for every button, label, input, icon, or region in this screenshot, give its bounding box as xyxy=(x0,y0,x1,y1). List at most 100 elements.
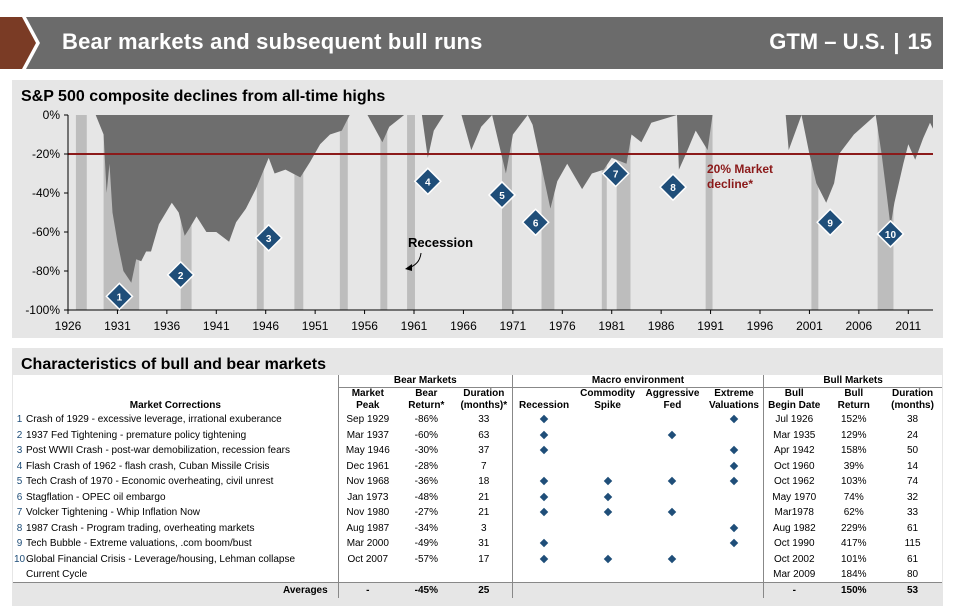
commodity-cell xyxy=(575,428,640,444)
fed-cell xyxy=(640,428,705,444)
recession-bar xyxy=(380,115,388,310)
fed-cell xyxy=(640,474,705,490)
header-separator: | xyxy=(893,29,900,54)
valuations-cell xyxy=(705,567,764,583)
header-bull-duration-line1: Duration xyxy=(892,388,934,399)
correction-label: 1937 Fed Tightening - premature policy t… xyxy=(26,429,247,441)
valuations-cell xyxy=(705,443,764,459)
header-bull-duration: Duration (months) xyxy=(883,388,942,413)
valuations-cell xyxy=(705,521,764,537)
x-tick-label: 1961 xyxy=(401,319,428,333)
x-tick-label: 2011 xyxy=(895,319,921,333)
header-arrow-icon xyxy=(0,17,40,69)
group-macro: Macro environment xyxy=(511,375,764,388)
bull-return-cell: 62% xyxy=(843,507,864,519)
group-bull: Bull Markets xyxy=(763,375,942,388)
event-marker-label: 9 xyxy=(827,218,833,229)
bull-begin-cell: Aug 1982 xyxy=(763,520,825,536)
diamond-icon xyxy=(601,159,630,188)
correction-name: 1 Crash of 1929 - excessive leverage, irr… xyxy=(13,412,338,428)
diamond-icon xyxy=(668,508,677,517)
market-peak-cell: Jan 1973 xyxy=(337,489,397,505)
avg-empty-cell xyxy=(704,582,764,598)
diamond-icon xyxy=(729,415,739,424)
bull-return-cell: 101% xyxy=(840,553,867,565)
market-peak-cell: Sep 1929 xyxy=(337,412,397,428)
correction-name: 3 Post WWII Crash - post-war demobilizati… xyxy=(13,443,338,459)
avg-empty-cell xyxy=(511,582,576,598)
bear-return-cell: -57% xyxy=(414,553,438,565)
avg-empty-cell xyxy=(575,582,641,598)
header-page-info: GTM – U.S. | 15 xyxy=(769,29,932,55)
correction-number: 10 xyxy=(13,553,26,565)
header-bull-duration-line2: (months) xyxy=(891,400,934,411)
x-tick-label: 1986 xyxy=(648,319,675,333)
valuations-cell xyxy=(705,428,764,444)
x-tick-label: 1926 xyxy=(55,319,82,333)
bull-return-cell: 229% xyxy=(840,522,867,534)
correction-name: 2 1937 Fed Tightening - premature policy … xyxy=(13,428,338,444)
x-tick-label: 1946 xyxy=(252,319,279,333)
header-bear-return-line2: Return* xyxy=(408,400,445,411)
bear-return-cell: -30% xyxy=(414,445,438,457)
diamond-icon xyxy=(668,477,677,486)
header-duration: Duration (months)* xyxy=(456,388,513,413)
bull-duration-cell: 24 xyxy=(907,429,919,441)
diamond-icon xyxy=(603,508,612,517)
bear-return-cell: -60% xyxy=(414,429,438,441)
bull-begin-cell: Apr 1942 xyxy=(763,443,825,459)
bear-return-cell: -36% xyxy=(414,476,438,488)
bear-return-cell: -49% xyxy=(414,538,438,550)
correction-number: 2 xyxy=(16,429,23,441)
recession-bar xyxy=(811,115,819,310)
bull-begin-cell: Mar 2009 xyxy=(763,567,825,583)
correction-name: 9 Tech Bubble - Extreme valuations, .com … xyxy=(13,536,338,552)
bull-duration-cell: 80 xyxy=(907,569,919,580)
table-row: 4 Flash Crash of 1962 - flash crash, Cuba… xyxy=(13,458,942,475)
x-tick-label: 1996 xyxy=(747,319,774,333)
event-marker-label: 5 xyxy=(499,191,505,202)
market-peak-cell: Oct 2007 xyxy=(337,551,397,567)
correction-label: Crash of 1929 - excessive leverage, irra… xyxy=(26,414,282,426)
correction-label: Volcker Tightening - Whip Inflation Now xyxy=(26,507,200,519)
correction-name: 5 Tech Crash of 1970 - Economic overheati… xyxy=(13,474,338,490)
recession-cell xyxy=(511,412,576,428)
header-duration-line1: Duration xyxy=(463,388,505,399)
x-tick-label: 2001 xyxy=(796,319,823,333)
table-row: 1 Crash of 1929 - excessive leverage, irr… xyxy=(13,412,942,428)
correction-number: 3 xyxy=(16,445,23,457)
diamond-icon xyxy=(816,208,845,237)
recession-cell xyxy=(511,489,576,505)
event-marker-label: 2 xyxy=(178,271,184,282)
fed-cell xyxy=(640,459,705,475)
header-market-peak-line1: Market xyxy=(351,388,384,399)
correction-label: Tech Crash of 1970 - Economic overheatin… xyxy=(26,476,274,488)
recession-bar xyxy=(616,115,631,310)
header-bull-return-line1: Bull xyxy=(844,388,864,399)
event-marker-label: 7 xyxy=(613,170,619,181)
commodity-cell xyxy=(575,459,640,475)
event-marker-label: 1 xyxy=(117,292,123,303)
diamond-icon xyxy=(539,492,549,501)
x-tick-label: 1956 xyxy=(351,319,378,333)
x-tick-label: 1976 xyxy=(549,319,576,333)
fed-cell xyxy=(640,536,705,552)
characteristics-table: Bear Markets Macro environment Bull Mark… xyxy=(13,375,942,598)
bull-duration-cell: 33 xyxy=(907,507,919,519)
duration-cell: 21 xyxy=(478,491,490,503)
page-number: 15 xyxy=(907,29,932,54)
recession-label: Recession xyxy=(408,235,473,250)
header-bull-return-line2: Return xyxy=(837,400,870,411)
market-peak-cell: Nov 1968 xyxy=(337,474,397,490)
recession-cell xyxy=(511,458,576,474)
header-valuations-line1: Extreme xyxy=(714,388,754,399)
y-tick-label: 0% xyxy=(43,108,61,122)
avg-peak-cell: - xyxy=(337,582,397,598)
commodity-cell xyxy=(575,536,640,552)
x-tick-label: 2006 xyxy=(846,319,873,333)
diamond-icon xyxy=(166,260,195,289)
recession-bar xyxy=(294,115,304,310)
event-marker-label: 3 xyxy=(266,234,272,245)
event-marker-label: 10 xyxy=(885,230,897,241)
valuations-cell xyxy=(705,505,764,521)
